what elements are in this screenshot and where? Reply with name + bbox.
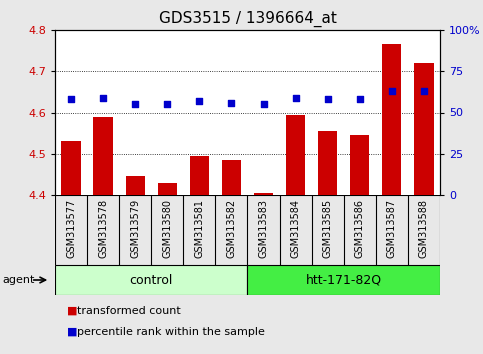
Bar bbox=[222, 160, 241, 195]
Point bbox=[260, 101, 268, 107]
Text: transformed count: transformed count bbox=[77, 306, 181, 316]
Bar bbox=[61, 141, 81, 195]
Point bbox=[99, 95, 107, 101]
Point bbox=[420, 88, 428, 94]
Text: GSM313586: GSM313586 bbox=[355, 199, 365, 258]
Point bbox=[163, 101, 171, 107]
Bar bbox=[126, 176, 145, 195]
Point bbox=[67, 97, 75, 102]
Point bbox=[227, 100, 235, 105]
Text: GSM313581: GSM313581 bbox=[194, 199, 204, 258]
Bar bbox=[94, 116, 113, 195]
Text: agent: agent bbox=[2, 275, 35, 285]
Point bbox=[292, 95, 299, 101]
Text: GSM313584: GSM313584 bbox=[291, 199, 300, 258]
Point bbox=[388, 88, 396, 94]
Title: GDS3515 / 1396664_at: GDS3515 / 1396664_at bbox=[158, 11, 337, 27]
Bar bbox=[350, 135, 369, 195]
Point bbox=[324, 97, 331, 102]
Text: GSM313577: GSM313577 bbox=[66, 199, 76, 258]
Bar bbox=[247, 265, 440, 295]
Bar bbox=[157, 183, 177, 195]
Text: GSM313587: GSM313587 bbox=[387, 199, 397, 258]
Point bbox=[196, 98, 203, 104]
Bar bbox=[254, 193, 273, 195]
Text: GSM313585: GSM313585 bbox=[323, 199, 333, 258]
Text: htt-171-82Q: htt-171-82Q bbox=[306, 274, 382, 286]
Text: control: control bbox=[129, 274, 173, 286]
Bar bbox=[286, 115, 305, 195]
Text: ■: ■ bbox=[67, 327, 78, 337]
Text: ■: ■ bbox=[67, 306, 78, 316]
Point bbox=[356, 97, 364, 102]
Text: GSM313579: GSM313579 bbox=[130, 199, 140, 258]
Text: GSM313588: GSM313588 bbox=[419, 199, 429, 258]
Text: GSM313578: GSM313578 bbox=[98, 199, 108, 258]
Bar bbox=[414, 63, 434, 195]
Bar bbox=[318, 131, 337, 195]
Text: GSM313583: GSM313583 bbox=[258, 199, 269, 258]
Text: GSM313580: GSM313580 bbox=[162, 199, 172, 258]
Bar bbox=[382, 45, 401, 195]
Point bbox=[131, 101, 139, 107]
Bar bbox=[190, 156, 209, 195]
Text: percentile rank within the sample: percentile rank within the sample bbox=[77, 327, 265, 337]
Bar bbox=[55, 265, 247, 295]
Text: GSM313582: GSM313582 bbox=[227, 199, 237, 258]
